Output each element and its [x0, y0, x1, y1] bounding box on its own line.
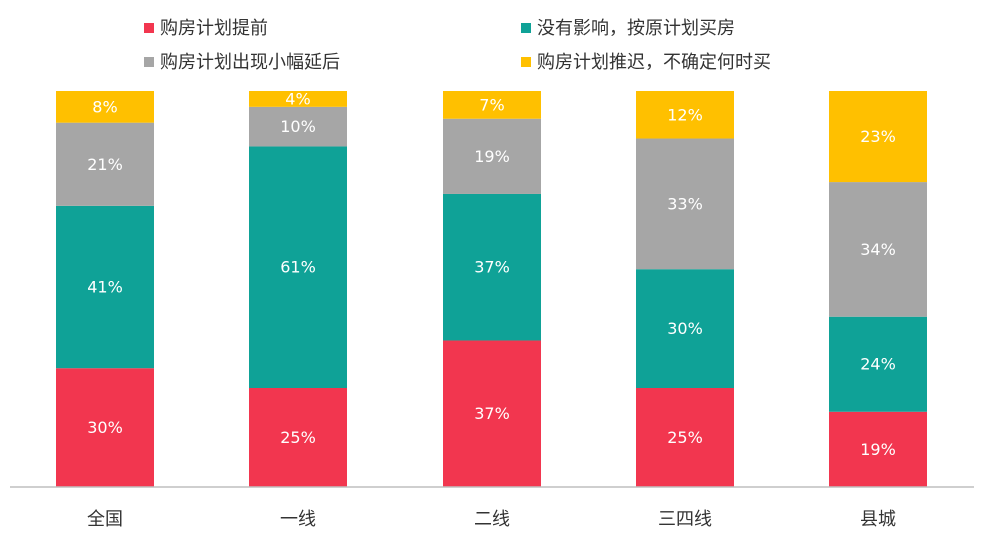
bar-segment: [443, 340, 541, 487]
data-label: 25%: [667, 428, 703, 447]
data-label: 23%: [860, 127, 896, 146]
data-label: 41%: [87, 278, 123, 297]
bar-segment: [56, 91, 154, 123]
category-label: 二线: [474, 509, 510, 530]
bar-segment: [249, 91, 347, 107]
data-label: 12%: [667, 105, 703, 124]
data-label: 30%: [667, 319, 703, 338]
bars: 30% 41% 21% 8% 25% 61% 10% 4% 37% 37% 19% 7% 25% 30% 3…: [56, 89, 927, 487]
data-label: 25%: [280, 428, 316, 447]
data-label: 19%: [860, 440, 896, 459]
data-label: 37%: [474, 404, 510, 423]
legend-label-1: 没有影响，按原计划买房: [537, 18, 735, 39]
bar-segment: [636, 269, 734, 388]
bar-segment: [249, 106, 347, 147]
data-label: 24%: [860, 355, 896, 374]
bar-segment: [56, 122, 154, 206]
bar-segment: [443, 118, 541, 194]
legend-label-0: 购房计划提前: [160, 18, 268, 39]
data-label: 19%: [474, 147, 510, 166]
data-label: 10%: [280, 117, 316, 136]
bar-segment: [829, 316, 927, 412]
legend-swatch-0: [144, 23, 154, 33]
data-label: 21%: [87, 155, 123, 174]
data-label: 34%: [860, 240, 896, 259]
category-label: 县城: [860, 509, 896, 530]
bar-segment: [443, 193, 541, 341]
category-label: 一线: [280, 509, 316, 530]
bar-segment: [56, 368, 154, 487]
bar-segment: [56, 205, 154, 369]
bar-segment: [829, 91, 927, 183]
legend-swatch-1: [521, 23, 531, 33]
data-label: 4%: [285, 89, 310, 108]
data-label: 37%: [474, 258, 510, 277]
legend-swatch-3: [521, 57, 531, 67]
legend-swatch-2: [144, 57, 154, 67]
bar-segment: [829, 411, 927, 487]
data-label: 7%: [479, 95, 504, 114]
bar-segment: [636, 138, 734, 270]
category-label: 三四线: [658, 509, 712, 530]
legend-label-2: 购房计划出现小幅延后: [160, 52, 340, 73]
data-label: 30%: [87, 418, 123, 437]
legend-label-3: 购房计划推迟，不确定何时买: [537, 52, 771, 73]
bar-segment: [249, 146, 347, 388]
category-label: 全国: [87, 509, 123, 530]
data-label: 33%: [667, 194, 703, 213]
data-label: 8%: [92, 97, 117, 116]
category-labels: 全国 一线 二线 三四线 县城: [87, 509, 896, 530]
bar-segment: [829, 182, 927, 317]
data-label: 61%: [280, 258, 316, 277]
bar-segment: [636, 91, 734, 139]
bar-segment: [443, 91, 541, 119]
bar-segment: [249, 388, 347, 487]
bar-segment: [636, 388, 734, 487]
